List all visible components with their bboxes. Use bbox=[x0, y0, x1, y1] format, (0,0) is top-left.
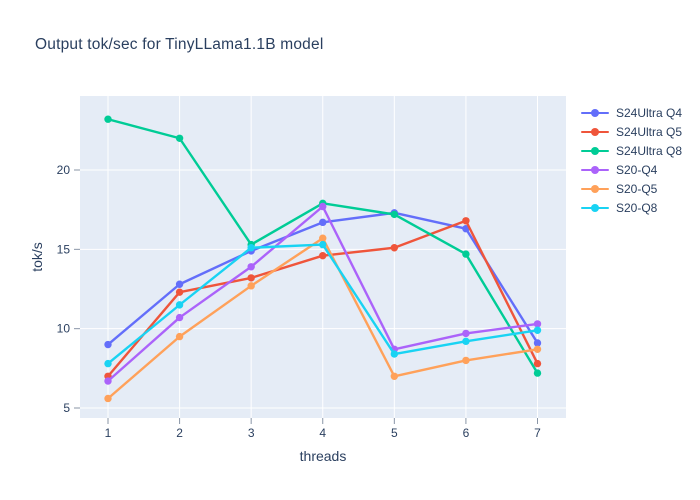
data-point-S20-Q4-t2[interactable] bbox=[175, 313, 184, 322]
legend-swatch-icon bbox=[581, 184, 609, 194]
data-point-S24Ultra Q8-t5[interactable] bbox=[390, 210, 399, 219]
data-point-S24Ultra Q4-t4[interactable] bbox=[319, 218, 327, 227]
data-point-S24Ultra Q4-t7[interactable] bbox=[533, 339, 542, 347]
legend-swatch-icon bbox=[581, 203, 609, 213]
data-point-S20-Q8-t5[interactable] bbox=[390, 350, 399, 358]
data-point-S20-Q5-t3[interactable] bbox=[247, 282, 255, 290]
legend-item-s20-q5[interactable]: S20-Q5 bbox=[581, 179, 682, 198]
data-point-S24Ultra Q5-t3[interactable] bbox=[247, 274, 255, 282]
data-point-S24Ultra Q8-t7[interactable] bbox=[533, 369, 542, 377]
data-point-S24Ultra Q5-t6[interactable] bbox=[462, 217, 470, 225]
data-point-S20-Q8-t6[interactable] bbox=[462, 337, 470, 346]
legend-swatch-icon bbox=[581, 165, 609, 175]
data-point-S20-Q4-t4[interactable] bbox=[319, 202, 327, 211]
data-point-S24Ultra Q4-t1[interactable] bbox=[104, 340, 112, 349]
legend-item-s24ultra-q4[interactable]: S24Ultra Q4 bbox=[581, 103, 682, 122]
x-tick-label: 4 bbox=[319, 426, 326, 440]
legend-label: S20-Q5 bbox=[616, 181, 658, 196]
y-tick-label: 15 bbox=[57, 242, 71, 256]
legend-item-s20-q4[interactable]: S20-Q4 bbox=[581, 160, 682, 179]
legend-swatch-icon bbox=[581, 108, 609, 118]
legend-label: S24Ultra Q4 bbox=[616, 105, 683, 120]
data-point-S24Ultra Q5-t2[interactable] bbox=[175, 288, 184, 296]
legend-label: S20-Q8 bbox=[616, 200, 658, 215]
x-tick-label: 5 bbox=[391, 426, 398, 440]
data-point-S20-Q4-t1[interactable] bbox=[104, 377, 112, 385]
x-tick-label: 1 bbox=[105, 426, 112, 440]
data-point-S20-Q5-t4[interactable] bbox=[319, 234, 327, 242]
y-tick-label: 5 bbox=[63, 401, 70, 415]
data-point-S20-Q5-t7[interactable] bbox=[533, 345, 542, 353]
data-point-S24Ultra Q8-t1[interactable] bbox=[104, 115, 112, 123]
x-tick-label: 7 bbox=[534, 426, 541, 440]
legend-item-s24ultra-q5[interactable]: S24Ultra Q5 bbox=[581, 122, 682, 141]
legend-label: S24Ultra Q5 bbox=[616, 124, 683, 139]
y-tick-label: 20 bbox=[57, 163, 71, 177]
x-tick-label: 3 bbox=[248, 426, 255, 440]
data-point-S24Ultra Q5-t4[interactable] bbox=[319, 251, 327, 260]
legend-swatch-icon bbox=[581, 146, 609, 156]
legend-item-s20-q8[interactable]: S20-Q8 bbox=[581, 198, 682, 217]
data-point-S20-Q5-t1[interactable] bbox=[104, 394, 112, 403]
legend-label: S20-Q4 bbox=[616, 162, 658, 177]
data-point-S20-Q4-t3[interactable] bbox=[247, 263, 255, 271]
data-point-S20-Q4-t7[interactable] bbox=[533, 320, 542, 328]
y-axis-title: tok/s bbox=[29, 242, 45, 272]
data-point-S20-Q8-t2[interactable] bbox=[175, 301, 184, 309]
chart-title: Output tok/sec for TinyLLama1.1B model bbox=[35, 36, 324, 53]
data-point-S20-Q8-t7[interactable] bbox=[533, 326, 542, 334]
data-point-S20-Q8-t1[interactable] bbox=[104, 359, 112, 368]
legend-label: S24Ultra Q8 bbox=[616, 143, 683, 158]
y-tick-label: 10 bbox=[57, 322, 71, 336]
x-axis-title: threads bbox=[299, 448, 347, 464]
legend-swatch-icon bbox=[581, 127, 609, 137]
data-point-S24Ultra Q8-t2[interactable] bbox=[175, 134, 184, 142]
data-point-S20-Q8-t3[interactable] bbox=[247, 244, 255, 252]
data-point-S20-Q4-t6[interactable] bbox=[462, 329, 470, 338]
data-point-S24Ultra Q8-t6[interactable] bbox=[462, 250, 470, 258]
x-tick-label: 2 bbox=[176, 426, 183, 440]
legend-item-s24ultra-q8[interactable]: S24Ultra Q8 bbox=[581, 141, 682, 160]
data-point-S20-Q5-t6[interactable] bbox=[462, 356, 470, 365]
data-point-S24Ultra Q5-t7[interactable] bbox=[533, 359, 542, 368]
data-point-S20-Q5-t2[interactable] bbox=[175, 332, 184, 341]
data-point-S24Ultra Q4-t2[interactable] bbox=[175, 280, 184, 288]
data-point-S20-Q5-t5[interactable] bbox=[390, 372, 399, 380]
legend: S24Ultra Q4 S24Ultra Q5 S24Ultra Q8 S20-… bbox=[581, 103, 682, 217]
data-point-S24Ultra Q5-t5[interactable] bbox=[390, 244, 399, 252]
x-tick-label: 6 bbox=[463, 426, 470, 440]
data-point-S20-Q8-t4[interactable] bbox=[319, 240, 327, 249]
